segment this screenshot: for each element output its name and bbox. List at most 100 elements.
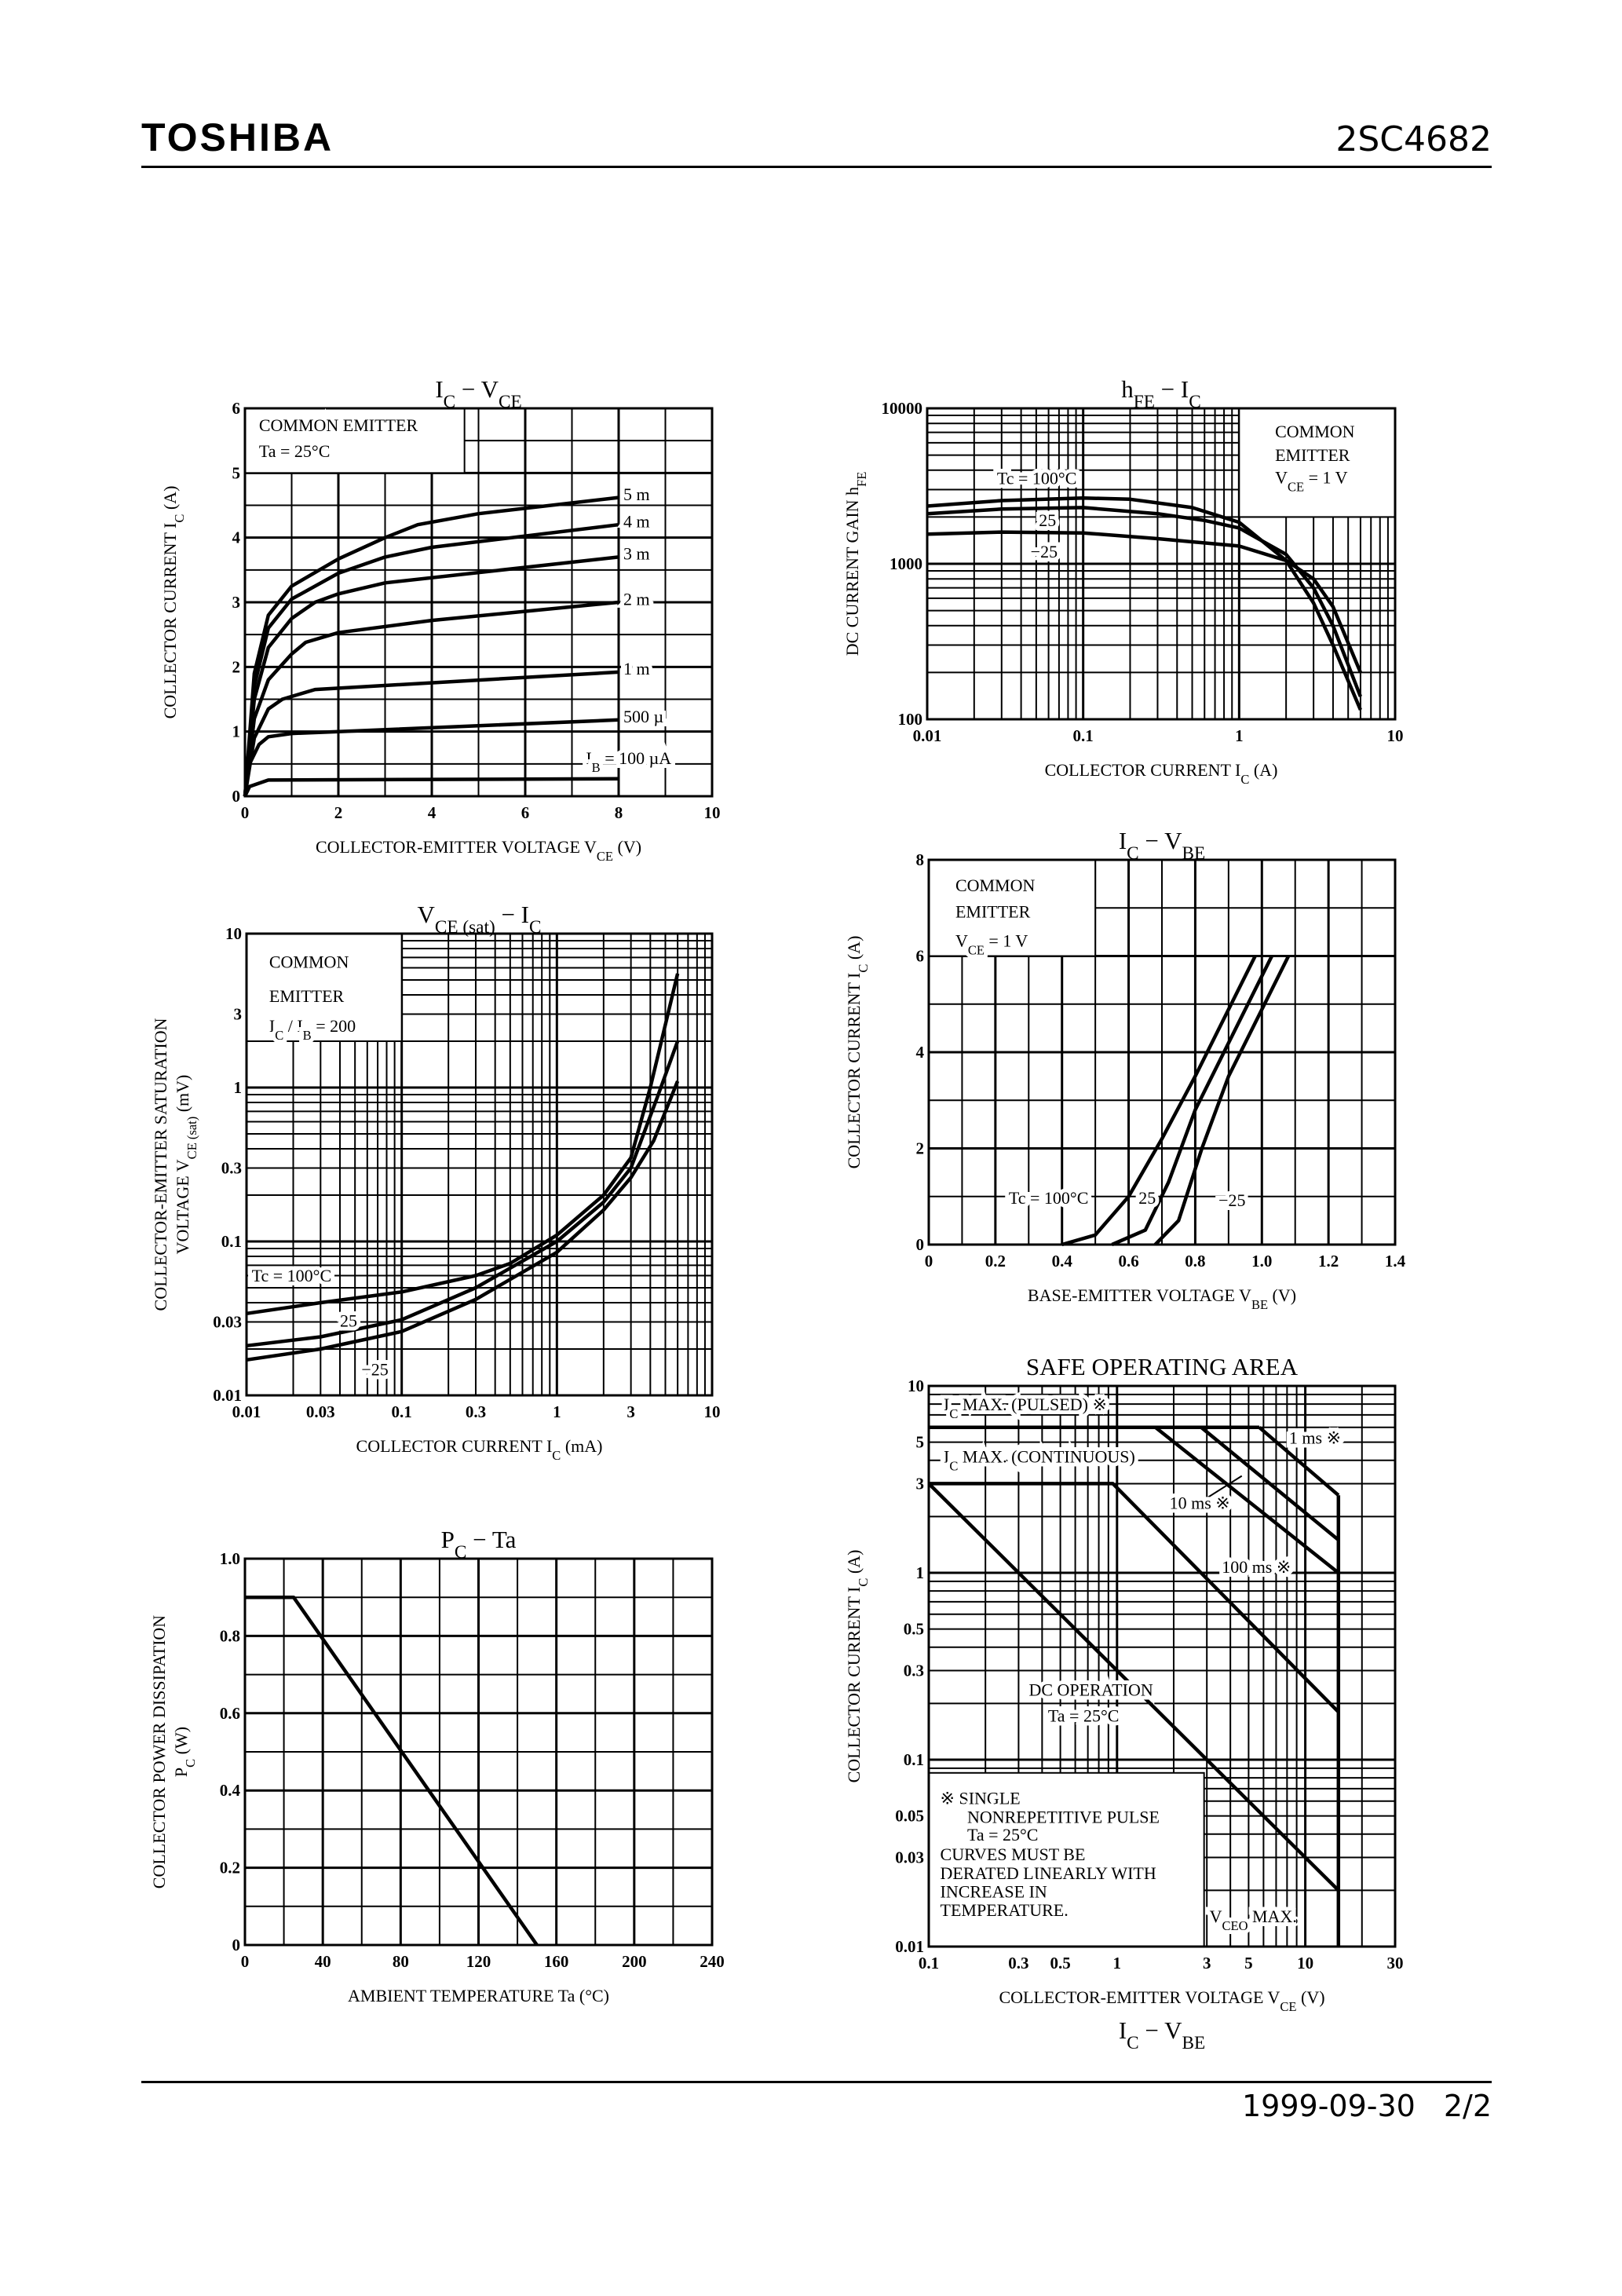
series-line-1	[1111, 955, 1274, 1247]
y-axis-label: COLLECTOR POWER DISSIPATION	[149, 1615, 169, 1888]
series-line-1	[926, 506, 1362, 697]
y-tick-label: 0.05	[895, 1807, 924, 1826]
text-part: COMMON	[269, 952, 349, 971]
y-tick-label: 0.2	[220, 1859, 240, 1877]
subscript: CE	[1288, 479, 1304, 494]
series-line-2	[243, 670, 619, 797]
text-part: V	[1210, 1907, 1222, 1926]
x-axis-label: BASE-EMITTER VOLTAGE VBE (V)	[1028, 1285, 1296, 1312]
conditions-box	[928, 1771, 1205, 1948]
y-tick-label: 5	[916, 1433, 925, 1452]
text-part: V	[955, 930, 968, 950]
y-tick-label: 0	[232, 1936, 241, 1954]
chart-title: IC − VCE	[435, 375, 521, 412]
annotation-label: Ta = 25°C	[967, 1825, 1039, 1844]
subscript: BE	[1251, 1297, 1268, 1312]
subscript: C	[949, 1406, 958, 1421]
text-part: BASE-EMITTER VOLTAGE V	[1028, 1285, 1251, 1305]
text-part: I	[944, 1446, 949, 1466]
text-part: (A)	[844, 936, 864, 964]
chart-title: IC − VBE	[1119, 827, 1205, 864]
footer: 1999-09-30 2/2	[1214, 2089, 1492, 2123]
chart-title: PC − Ta	[441, 1526, 517, 1563]
annotation-label: −25	[1031, 542, 1058, 561]
annotation-label: Tc = 100°C	[997, 469, 1077, 488]
annotation-arrow	[1197, 1475, 1243, 1504]
x-tick-label: 5	[1244, 1954, 1253, 1972]
annotation-label: VCEO MAX.	[1210, 1907, 1297, 1933]
subscript: CE	[499, 392, 522, 412]
x-axis-label: COLLECTOR CURRENT IC (A)	[1045, 760, 1278, 787]
annotation-label: 1 ms ※	[1289, 1428, 1341, 1448]
text-part: (mV)	[173, 1075, 192, 1117]
text-part: Ta = 25°C	[967, 1825, 1039, 1844]
x-tick-label: 3	[1203, 1954, 1211, 1972]
y-axis-label: COLLECTOR CURRENT IC (A)	[844, 936, 871, 1169]
text-part: = 1 V	[985, 930, 1028, 950]
y-tick-label: 10	[225, 924, 242, 943]
text-part: (A)	[160, 486, 180, 514]
subscript: FE	[1134, 392, 1155, 412]
y-tick-label: 1	[232, 722, 241, 741]
annotation-label: CURVES MUST BE	[941, 1844, 1086, 1864]
text-part: COMMON	[955, 876, 1036, 895]
series-line-4	[243, 555, 619, 797]
annotation-label: DERATED LINEARLY WITH	[941, 1863, 1156, 1883]
y-tick-label: 0.01	[895, 1937, 924, 1956]
annotation-label: 4 m	[623, 511, 650, 531]
x-axis-label: COLLECTOR CURRENT IC (mA)	[356, 1436, 603, 1463]
annotation-label: 5 m	[623, 484, 650, 504]
y-axis-label: COLLECTOR CURRENT IC (A)	[160, 486, 187, 719]
text-part: DC CURRENT GAIN h	[842, 487, 862, 656]
x-tick-label: 6	[521, 803, 530, 822]
text-part: − V	[1139, 2016, 1182, 2044]
y-tick-label: 0.1	[221, 1232, 242, 1251]
annotation-label: 25	[1138, 1188, 1156, 1208]
text-part: COLLECTOR CURRENT I	[356, 1436, 553, 1456]
x-tick-label: 1.0	[1251, 1252, 1272, 1270]
text-part: −25	[361, 1359, 388, 1379]
annotation-label: 25	[1039, 510, 1056, 530]
text-part: SAFE OPERATING AREA	[1026, 1353, 1299, 1380]
text-part: − I	[1155, 375, 1189, 403]
x-tick-label: 10	[1297, 1954, 1313, 1972]
x-tick-label: 0.3	[466, 1402, 486, 1421]
y-tick-label: 0.3	[221, 1158, 242, 1177]
x-tick-label: 0.2	[985, 1252, 1006, 1270]
y-tick-label: 1000	[890, 554, 922, 573]
y-tick-label: 0.01	[213, 1386, 242, 1405]
y-tick-label: 6	[232, 399, 241, 418]
text-part: I	[1119, 827, 1127, 854]
subscript: CEO	[1222, 1918, 1248, 1932]
x-tick-label: 240	[700, 1952, 725, 1971]
subscript: CE	[968, 942, 985, 957]
footer-page: 2/2	[1443, 2089, 1492, 2123]
text-part: COMMON EMITTER	[259, 415, 418, 435]
y-tick-label: 2	[232, 657, 241, 676]
series-line-1	[246, 1040, 680, 1348]
text-part: (V)	[1297, 1987, 1325, 2007]
text-part: COLLECTOR CURRENT I	[160, 523, 180, 719]
text-part: I	[586, 748, 591, 768]
annotation-label: IC MAX. (PULSED) ※	[944, 1395, 1107, 1421]
text-part: V	[417, 901, 435, 928]
subscript: FE	[854, 472, 869, 487]
plot-frame	[927, 858, 1397, 1246]
x-tick-label: 0.5	[1050, 1954, 1070, 1972]
annotation-label: 100 ms ※	[1222, 1557, 1291, 1577]
text-part: COLLECTOR CURRENT I	[1045, 760, 1241, 780]
series-line-2	[1153, 955, 1291, 1246]
text-part: MAX.	[1248, 1907, 1297, 1926]
text-part: 500 µ	[623, 707, 663, 726]
text-part: (mA)	[561, 1436, 602, 1456]
annotation-label: −25	[361, 1359, 388, 1379]
x-tick-label: 0	[925, 1252, 933, 1270]
text-part: Ta = 25°C	[259, 441, 331, 461]
y-tick-label: 4	[232, 528, 241, 547]
series-line-5	[243, 522, 619, 797]
x-tick-label: 200	[622, 1952, 647, 1971]
annotation-label: ※ SINGLE	[941, 1788, 1021, 1808]
y-tick-label: 5	[232, 463, 241, 482]
